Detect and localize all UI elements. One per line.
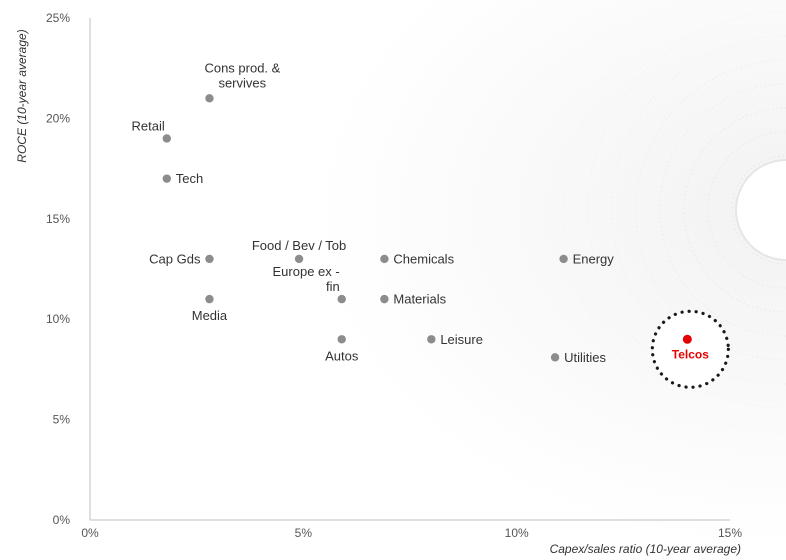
background-decoration	[563, 0, 786, 433]
data-point-label: Energy	[573, 251, 615, 266]
data-point	[205, 254, 214, 264]
data-point	[337, 294, 346, 304]
data-point-label: Tech	[176, 171, 203, 186]
data-point-label: Media	[192, 308, 228, 323]
highlight-point-label: Telcos	[672, 347, 709, 361]
data-point-label: Chemicals	[393, 251, 454, 266]
data-point	[550, 353, 560, 362]
data-point-label: Cap Gds	[149, 251, 201, 266]
data-point	[162, 174, 171, 183]
axes: 0% 5% 10% 15% 20% 25% 0% 5% 10% 15%	[46, 11, 742, 540]
data-point-label: Utilities	[564, 350, 606, 365]
y-tick-label: 0%	[53, 513, 71, 527]
data-point-label: Cons prod. & servives	[204, 60, 280, 90]
data-point-label: Europe ex -fin	[273, 264, 340, 294]
y-tick-label: 10%	[46, 312, 70, 326]
y-tick-label: 20%	[46, 111, 70, 125]
data-point-label: Materials	[393, 292, 446, 307]
y-axis-title: ROCE (10-year average)	[15, 29, 29, 162]
x-tick-label: 15%	[718, 526, 742, 540]
decorative-ring	[635, 59, 786, 361]
highlight-ring	[650, 309, 730, 389]
y-tick-label: 25%	[46, 11, 70, 25]
data-point	[337, 335, 346, 344]
decorative-disc	[735, 159, 786, 261]
x-tick-label: 0%	[81, 526, 99, 540]
data-point	[162, 134, 171, 143]
data-point-label: Retail	[132, 118, 165, 133]
points: Cons prod. & servives Retail Tech Cap Gds Med…	[132, 60, 730, 389]
x-axis-title: Capex/sales ratio (10-year average)	[550, 542, 741, 556]
data-point	[294, 254, 304, 264]
data-point	[205, 94, 214, 103]
decorative-ring	[611, 35, 786, 385]
data-point	[205, 294, 214, 304]
data-point-label: Food / Bev / Tob	[252, 238, 346, 253]
y-tick-label: 5%	[53, 413, 71, 427]
y-tick-label: 15%	[46, 212, 70, 226]
data-point	[427, 335, 436, 344]
data-point	[380, 254, 389, 264]
data-point	[559, 254, 568, 264]
x-tick-label: 5%	[295, 526, 313, 540]
data-point	[380, 294, 389, 304]
data-point-label: Autos	[325, 348, 359, 363]
highlight-point	[682, 334, 692, 344]
data-point-label: Leisure	[440, 332, 483, 347]
x-tick-label: 10%	[505, 526, 529, 540]
